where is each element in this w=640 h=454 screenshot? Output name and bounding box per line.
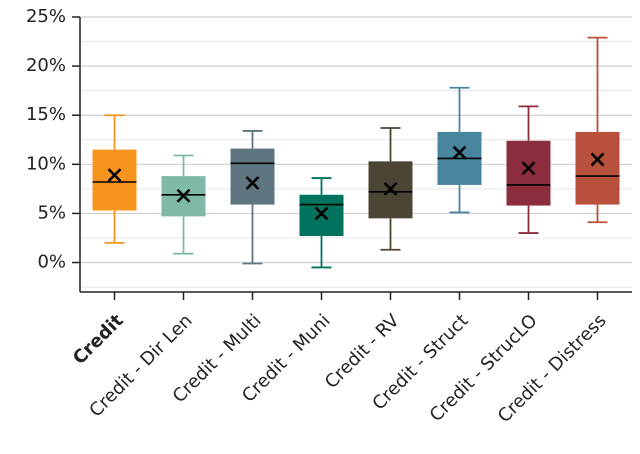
- whisker-high: [104, 114, 125, 150]
- whisker-high: [587, 36, 608, 132]
- y-tick-label: 20%: [26, 55, 66, 76]
- mean-marker: [383, 181, 398, 196]
- whisker-low: [518, 205, 539, 234]
- whisker-low: [242, 204, 263, 265]
- mean-marker: [176, 188, 191, 203]
- mean-marker: [107, 168, 122, 183]
- mean-marker: [452, 145, 467, 160]
- y-tick-label: 5%: [37, 202, 66, 223]
- whisker-low: [449, 184, 470, 214]
- box: [575, 131, 620, 205]
- whisker-high: [380, 127, 401, 162]
- whisker-low: [173, 216, 194, 255]
- mean-marker: [245, 176, 260, 190]
- whisker-high: [173, 154, 194, 177]
- box: [92, 149, 137, 211]
- mean-marker: [314, 206, 329, 221]
- mean-marker: [590, 152, 605, 167]
- whisker-high: [311, 177, 332, 195]
- mean-marker: [521, 161, 536, 176]
- x-tick-label: Credit: [69, 310, 128, 369]
- box: [230, 148, 275, 205]
- whisker-high: [449, 86, 470, 132]
- y-tick-label: 10%: [26, 153, 66, 174]
- whisker-low: [380, 218, 401, 251]
- whisker-low: [587, 204, 608, 224]
- whisker-low: [311, 236, 332, 269]
- whisker-low: [104, 210, 125, 244]
- whisker-high: [242, 130, 263, 149]
- y-tick-label: 0%: [37, 252, 66, 273]
- box: [299, 194, 344, 237]
- whisker-high: [518, 105, 539, 141]
- y-tick-label: 15%: [26, 104, 66, 125]
- box: [506, 140, 551, 206]
- y-tick-label: 25%: [26, 6, 66, 27]
